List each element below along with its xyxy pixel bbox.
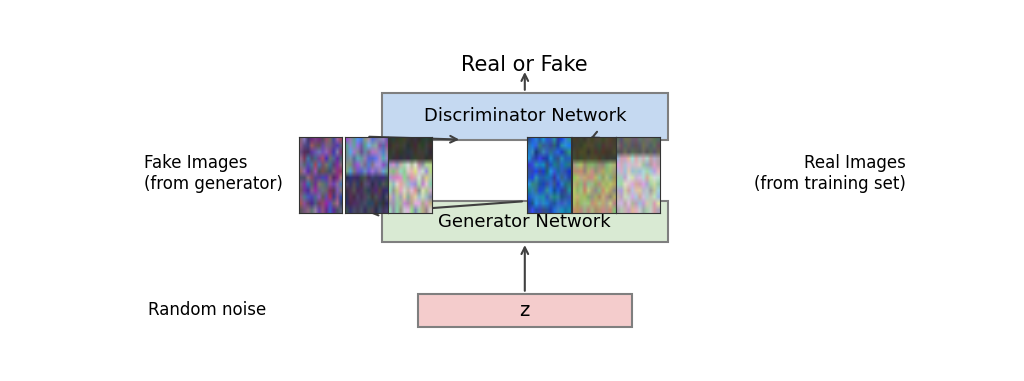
Text: Real Images
(from training set): Real Images (from training set) <box>754 154 905 193</box>
FancyBboxPatch shape <box>382 93 668 139</box>
FancyBboxPatch shape <box>382 201 668 242</box>
Text: Random noise: Random noise <box>147 301 266 319</box>
Text: Generator Network: Generator Network <box>438 213 611 231</box>
FancyBboxPatch shape <box>418 294 632 327</box>
Text: z: z <box>519 301 530 320</box>
Text: Discriminator Network: Discriminator Network <box>424 107 626 125</box>
Text: Real or Fake: Real or Fake <box>462 54 588 75</box>
Text: Fake Images
(from generator): Fake Images (from generator) <box>143 154 283 193</box>
